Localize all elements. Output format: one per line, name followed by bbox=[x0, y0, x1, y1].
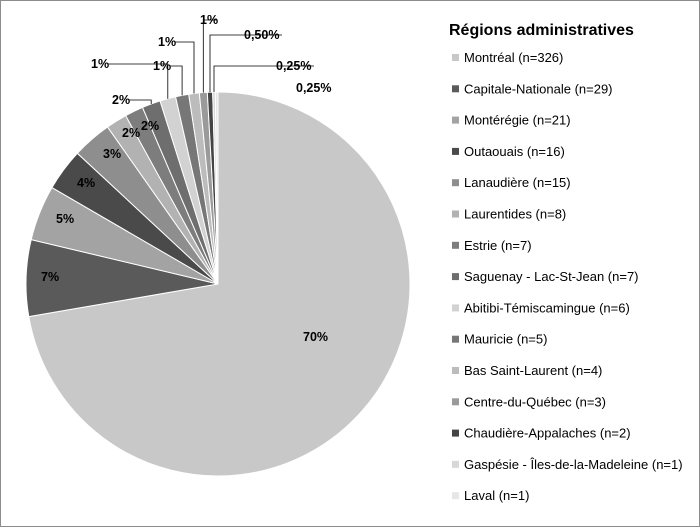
legend-label: Gaspésie - Îles-de-la-Madeleine (n=1) bbox=[464, 457, 683, 472]
legend-swatch bbox=[452, 335, 459, 343]
legend-title: Régions administratives bbox=[449, 22, 634, 39]
legend-swatch bbox=[452, 429, 459, 437]
leader-line bbox=[108, 63, 169, 99]
percent-label: 3% bbox=[103, 147, 121, 161]
percent-label: 1% bbox=[200, 13, 218, 27]
percent-label: 1% bbox=[153, 59, 171, 73]
legend-label: Abitibi-Témiscamingue (n=6) bbox=[464, 300, 630, 315]
legend-swatch bbox=[452, 367, 459, 374]
percent-label: 0,25% bbox=[296, 81, 331, 95]
percent-label: 7% bbox=[41, 270, 59, 284]
legend-swatch bbox=[452, 304, 459, 312]
legend-swatch bbox=[452, 241, 459, 249]
legend: Montréal (n=326) Capitale-Nationale (n=29… bbox=[452, 50, 683, 503]
legend-label: Outaouais (n=16) bbox=[464, 144, 565, 159]
percent-label: 2% bbox=[112, 93, 130, 107]
legend-swatch bbox=[452, 398, 459, 406]
pie-slice bbox=[214, 91, 219, 285]
percent-label: 70% bbox=[303, 330, 328, 344]
percent-label: 0,25% bbox=[276, 59, 311, 73]
legend-swatch bbox=[452, 273, 459, 281]
legend-label: Lanaudière (n=15) bbox=[464, 175, 571, 190]
leader-line bbox=[202, 19, 217, 93]
legend-label: Mauricie (n=5) bbox=[464, 332, 547, 347]
legend-swatch bbox=[452, 492, 459, 500]
percent-label: 2% bbox=[122, 126, 140, 140]
pie-slice bbox=[28, 91, 411, 477]
leader-line bbox=[213, 65, 314, 92]
percent-label: 1% bbox=[158, 35, 176, 49]
percent-label: 1% bbox=[91, 57, 109, 71]
legend-label: Saguenay - Lac-St-Jean (n=7) bbox=[464, 269, 639, 284]
leader-line bbox=[170, 65, 183, 96]
legend-swatch bbox=[452, 210, 459, 218]
leader-line bbox=[209, 34, 282, 93]
legend-label: Laurentides (n=8) bbox=[464, 207, 566, 222]
legend-label: Laval (n=1) bbox=[464, 488, 529, 503]
legend-swatch bbox=[452, 460, 459, 468]
percent-labels: 70%7%5%4%3%2% 2%2%1% 1%1%1%0,50%0,25%0,25% bbox=[41, 13, 331, 344]
legend-swatch bbox=[452, 179, 459, 187]
pie-slices bbox=[25, 91, 411, 477]
leader-line bbox=[175, 41, 195, 94]
percent-label: 2% bbox=[141, 119, 159, 133]
legend-label: Centre-du-Québec (n=3) bbox=[464, 394, 606, 409]
legend-label: Chaudière-Appalaches (n=2) bbox=[464, 426, 631, 441]
legend-label: Estrie (n=7) bbox=[464, 238, 532, 253]
legend-label: Montérégie (n=21) bbox=[464, 113, 571, 128]
legend-swatch bbox=[452, 147, 459, 155]
percent-label: 5% bbox=[56, 212, 74, 226]
percent-label: 4% bbox=[77, 176, 95, 190]
legend-swatch bbox=[452, 116, 459, 124]
leader-lines bbox=[108, 19, 314, 104]
legend-swatch bbox=[452, 85, 459, 93]
legend-swatch bbox=[452, 54, 459, 61]
legend-label: Capitale-Nationale (n=29) bbox=[464, 81, 613, 96]
percent-label: 0,50% bbox=[244, 28, 279, 42]
legend-label: Bas Saint-Laurent (n=4) bbox=[464, 363, 602, 378]
legend-label: Montréal (n=326) bbox=[464, 50, 563, 65]
leader-line bbox=[129, 99, 152, 104]
